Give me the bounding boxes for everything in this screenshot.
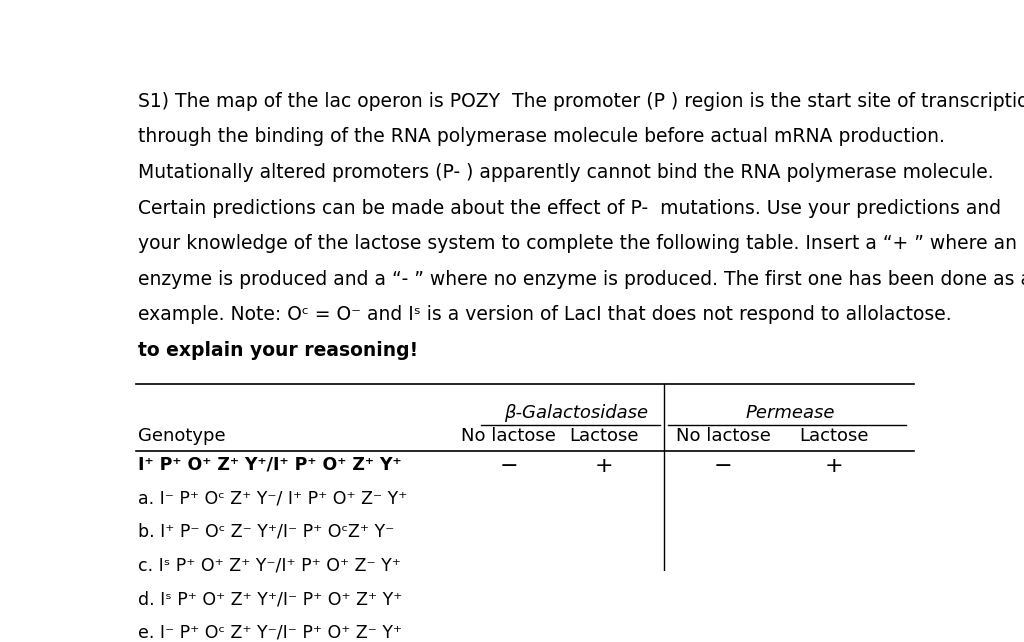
Text: No lactose: No lactose [676,427,771,445]
Text: I⁺ P⁺ O⁺ Z⁺ Y⁺/I⁺ P⁺ O⁺ Z⁺ Y⁺: I⁺ P⁺ O⁺ Z⁺ Y⁺/I⁺ P⁺ O⁺ Z⁺ Y⁺ [137,456,401,474]
Text: enzyme is produced and a “- ” where no enzyme is produced. The first one has bee: enzyme is produced and a “- ” where no e… [137,270,1024,289]
Text: +: + [825,456,844,476]
Text: S1) The map of the lac operon is POZY  The promoter (P ) region is the start sit: S1) The map of the lac operon is POZY Th… [137,92,1024,111]
Text: Lactose: Lactose [800,427,869,445]
Text: b. I⁺ P⁻ Oᶜ Z⁻ Y⁺/I⁻ P⁺ OᶜZ⁺ Y⁻: b. I⁺ P⁻ Oᶜ Z⁻ Y⁺/I⁻ P⁺ OᶜZ⁺ Y⁻ [137,523,394,541]
Text: Mutationally altered promoters (P- ) apparently cannot bind the RNA polymerase m: Mutationally altered promoters (P- ) app… [137,163,993,182]
Text: β-Galactosidase: β-Galactosidase [505,404,648,422]
Text: +: + [595,456,613,476]
Text: −: − [714,456,732,476]
Text: e. I⁻ P⁺ Oᶜ Z⁺ Y⁻/I⁻ P⁺ O⁺ Z⁻ Y⁺: e. I⁻ P⁺ Oᶜ Z⁺ Y⁻/I⁻ P⁺ O⁺ Z⁻ Y⁺ [137,624,401,642]
Text: your knowledge of the lactose system to complete the following table. Insert a “: your knowledge of the lactose system to … [137,234,1017,253]
Text: d. Iˢ P⁺ O⁺ Z⁺ Y⁺/I⁻ P⁺ O⁺ Z⁺ Y⁺: d. Iˢ P⁺ O⁺ Z⁺ Y⁺/I⁻ P⁺ O⁺ Z⁺ Y⁺ [137,590,401,608]
Text: through the binding of the RNA polymerase molecule before actual mRNA production: through the binding of the RNA polymeras… [137,128,944,146]
Text: a. I⁻ P⁺ Oᶜ Z⁺ Y⁻/ I⁺ P⁺ O⁺ Z⁻ Y⁺: a. I⁻ P⁺ Oᶜ Z⁺ Y⁻/ I⁺ P⁺ O⁺ Z⁻ Y⁺ [137,489,407,507]
Text: example. Note: Oᶜ = O⁻ and Iˢ is a version of LacI that does not respond to allo: example. Note: Oᶜ = O⁻ and Iˢ is a versi… [137,306,957,324]
Text: Genotype: Genotype [137,427,225,445]
Text: −: − [500,456,518,476]
Text: Permease: Permease [745,404,836,422]
Text: to explain your reasoning!: to explain your reasoning! [137,341,418,360]
Text: Lactose: Lactose [569,427,639,445]
Text: Certain predictions can be made about the effect of P-  mutations. Use your pred: Certain predictions can be made about th… [137,198,1000,218]
Text: No lactose: No lactose [462,427,556,445]
Text: c. Iˢ P⁺ O⁺ Z⁺ Y⁻/I⁺ P⁺ O⁺ Z⁻ Y⁺: c. Iˢ P⁺ O⁺ Z⁺ Y⁻/I⁺ P⁺ O⁺ Z⁻ Y⁺ [137,557,400,575]
